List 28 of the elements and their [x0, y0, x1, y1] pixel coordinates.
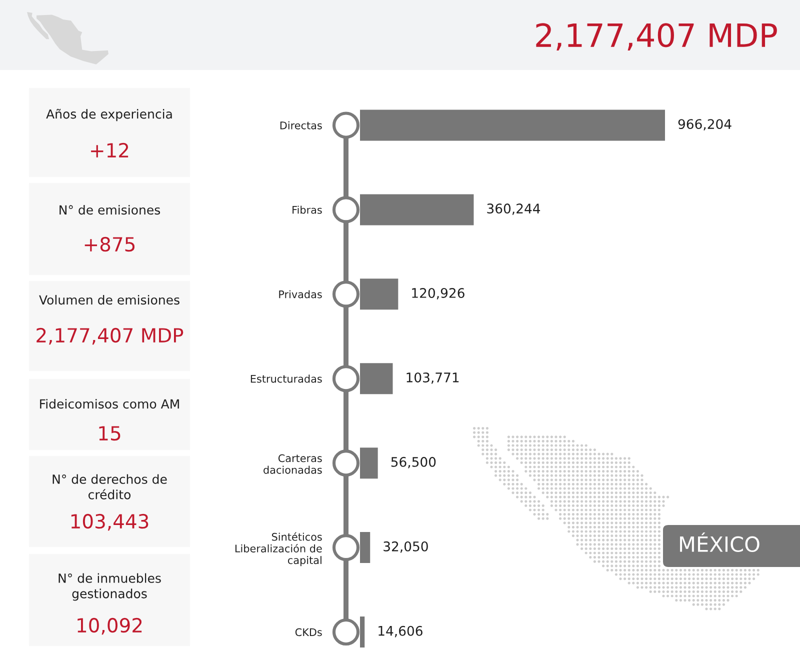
- text: N° de derechos de crédito: [52, 474, 167, 500]
- text: +12: [91, 142, 128, 158]
- text: 2,177,407 MDP: [36, 328, 184, 345]
- data-label: 966,204: [678, 119, 732, 130]
- text: 15: [99, 426, 120, 441]
- y-tick-label: CKDs: [295, 628, 322, 636]
- y-tick-label: Sintéticos Liberalización de capital: [235, 532, 322, 566]
- text: MÉXICO: [680, 532, 760, 552]
- y-tick-label: Directas: [280, 121, 322, 130]
- data-label: 14,606: [378, 626, 422, 638]
- text: Fideicomisos como AM: [40, 398, 179, 409]
- y-tick-label: Carteras dacionadas: [264, 454, 322, 474]
- text: N° de inmuebles gestionados: [58, 573, 161, 601]
- data-label: 32,050: [384, 541, 428, 553]
- text: +875: [84, 236, 135, 252]
- y-tick-label: Fibras: [292, 206, 322, 214]
- data-label: 103,771: [406, 372, 459, 384]
- text: 10,092: [78, 618, 142, 635]
- text: 2,177,407 MDP: [536, 23, 777, 51]
- text: Años de experiencia: [46, 108, 172, 122]
- data-label: 56,500: [391, 456, 436, 468]
- y-tick-label: Estructuradas: [250, 374, 322, 383]
- data-label: 120,926: [412, 288, 464, 300]
- y-tick-label: Privadas: [279, 290, 322, 298]
- text: Volumen de emisiones: [39, 294, 180, 305]
- data-label: 360,244: [487, 204, 540, 215]
- text: 103,443: [71, 514, 148, 531]
- text: N° de emisiones: [60, 204, 160, 215]
